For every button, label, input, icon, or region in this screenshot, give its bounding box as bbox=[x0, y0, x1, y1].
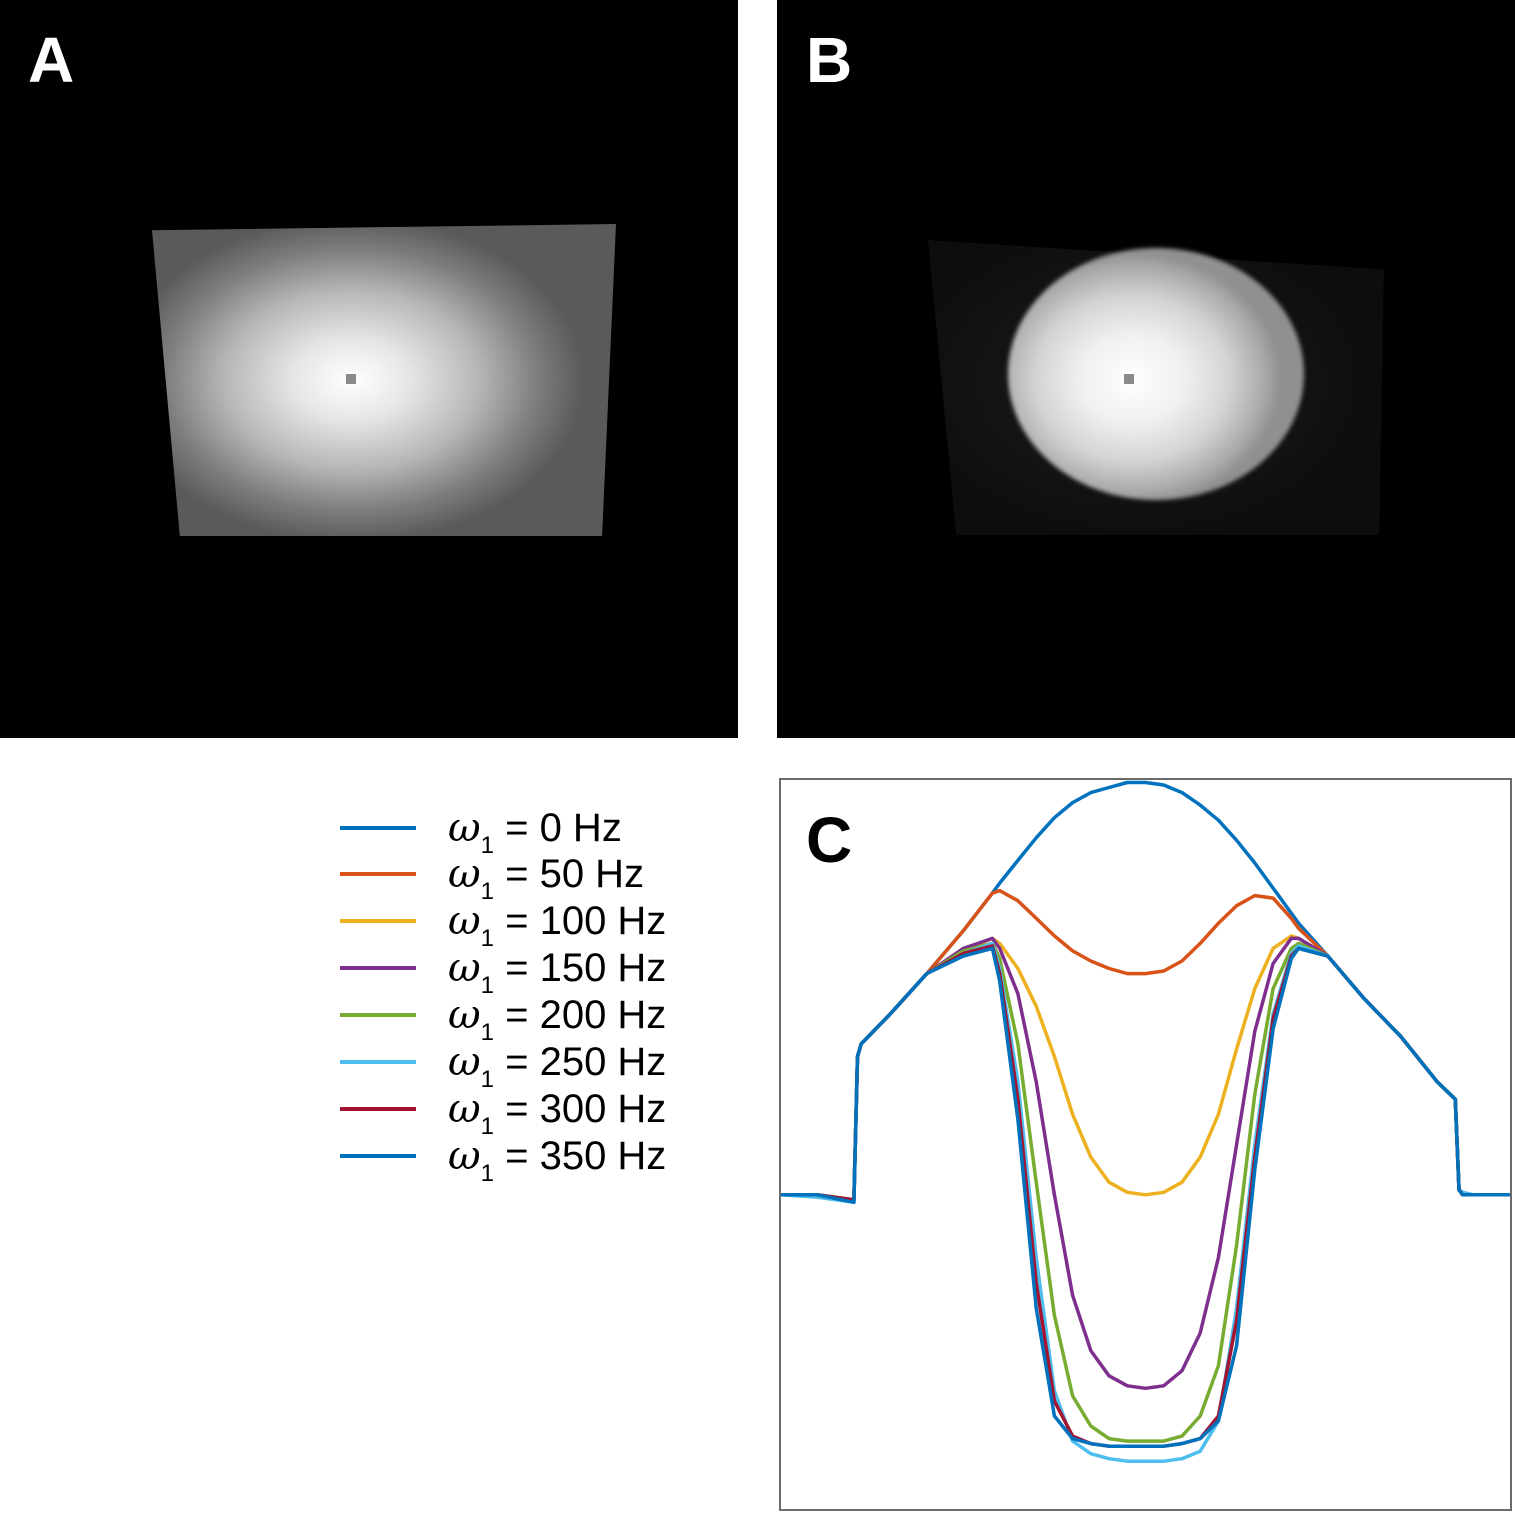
legend-swatch bbox=[340, 1154, 416, 1158]
legend-item: ω1 = 350 Hz bbox=[340, 1134, 740, 1187]
panel-label-b: B bbox=[806, 24, 853, 96]
legend-item: ω1 = 200 Hz bbox=[340, 993, 740, 1046]
legend-label: ω1 = 150 Hz bbox=[448, 945, 667, 999]
legend-label: ω1 = 200 Hz bbox=[448, 992, 667, 1046]
legend-label: ω1 = 100 Hz bbox=[448, 898, 667, 952]
legend-swatch bbox=[340, 1107, 416, 1111]
legend-swatch bbox=[340, 826, 416, 830]
legend-item: ω1 = 150 Hz bbox=[340, 946, 740, 999]
panel-label-a: A bbox=[28, 24, 75, 96]
legend-swatch bbox=[340, 966, 416, 970]
legend-swatch bbox=[340, 1060, 416, 1064]
legend-item: ω1 = 100 Hz bbox=[340, 899, 740, 952]
phantom-image-a bbox=[152, 224, 616, 536]
center-artifact-b bbox=[1124, 374, 1134, 384]
legend-swatch bbox=[340, 1013, 416, 1017]
legend-label: ω1 = 50 Hz bbox=[448, 851, 645, 905]
plot-frame bbox=[779, 778, 1512, 1511]
legend-item: ω1 = 50 Hz bbox=[340, 852, 740, 905]
center-artifact-a bbox=[346, 374, 356, 384]
legend-swatch bbox=[340, 872, 416, 876]
phantom-image-b bbox=[1008, 248, 1304, 500]
legend-label: ω1 = 250 Hz bbox=[448, 1039, 667, 1093]
legend-label: ω1 = 300 Hz bbox=[448, 1086, 667, 1140]
legend-item: ω1 = 300 Hz bbox=[340, 1087, 740, 1140]
legend-item: ω1 = 250 Hz bbox=[340, 1040, 740, 1093]
legend-label: ω1 = 0 Hz bbox=[448, 805, 622, 859]
legend-item: ω1 = 0 Hz bbox=[340, 806, 740, 859]
legend-label: ω1 = 350 Hz bbox=[448, 1133, 667, 1187]
legend-swatch bbox=[340, 919, 416, 923]
panel-label-c: C bbox=[806, 804, 853, 876]
